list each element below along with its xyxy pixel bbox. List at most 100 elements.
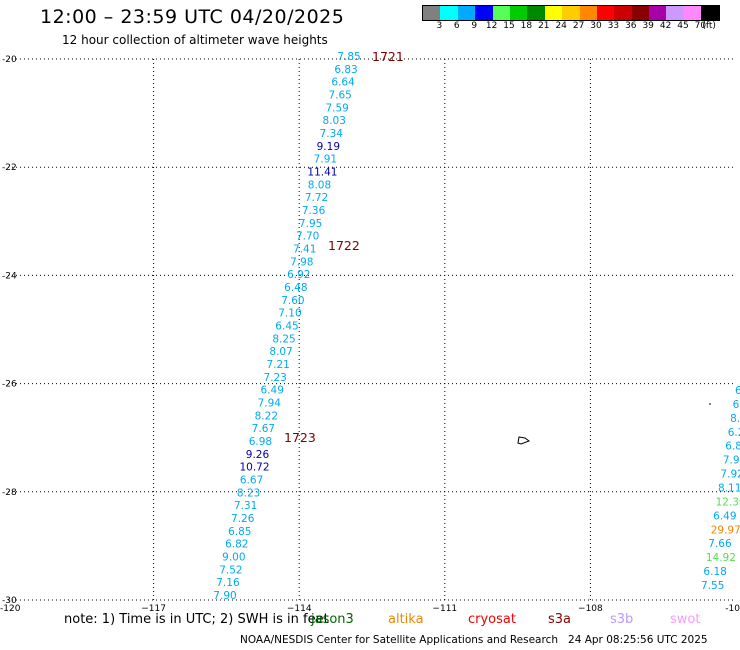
wave-height-value: 14.92 bbox=[706, 552, 736, 564]
wave-height-value: 6.49 bbox=[261, 385, 284, 397]
wave-height-value: 7.66 bbox=[708, 538, 732, 550]
wave-height-value: 9.00 bbox=[222, 552, 245, 564]
wave-height-value: 7.41 bbox=[293, 244, 316, 256]
credit-line: NOAA/NESDIS Center for Satellite Applica… bbox=[240, 634, 708, 646]
legend-swatch bbox=[579, 6, 597, 20]
legend-swatch bbox=[614, 6, 632, 20]
wave-height-value: 7.95 bbox=[299, 218, 322, 230]
wave-height-value: 7.34 bbox=[320, 128, 344, 140]
wave-height-value: 7.72 bbox=[305, 192, 328, 204]
wave-height-value: 7.23 bbox=[263, 372, 286, 384]
mission-altika: altika bbox=[388, 612, 424, 627]
lat-tick-label: -24 bbox=[2, 271, 17, 281]
legend-label: 70 bbox=[694, 21, 707, 31]
lon-tick-label: −108 bbox=[578, 604, 603, 614]
legend-label: 21 bbox=[538, 21, 550, 31]
wave-height-value: 6.2 bbox=[728, 427, 740, 439]
wave-height-value: 8.11 bbox=[718, 483, 740, 495]
wave-height-value: 6. bbox=[733, 399, 740, 411]
map-title: 12:00 – 23:59 UTC 04/20/2025 bbox=[40, 6, 345, 28]
lon-tick-label: −117 bbox=[141, 604, 166, 614]
wave-height-value: 7.59 bbox=[325, 102, 348, 114]
mission-cryosat: cryosat bbox=[468, 612, 516, 627]
wave-height-value: 6.49 bbox=[713, 510, 736, 522]
wave-height-value: 7.52 bbox=[219, 564, 242, 576]
mission-jason3: jason3 bbox=[311, 612, 354, 627]
legend-label: (ft) bbox=[702, 21, 716, 31]
wave-height-value: 8.23 bbox=[237, 487, 260, 499]
wave-height-value: 7.16 bbox=[216, 577, 240, 589]
wave-height-value: 6.67 bbox=[240, 475, 263, 487]
legend-swatch bbox=[666, 6, 684, 20]
wave-height-value: 8.03 bbox=[323, 115, 346, 127]
wave-height-value: 7.55 bbox=[701, 580, 724, 592]
wave-height-value: 12.30 bbox=[716, 496, 740, 508]
track-time-label: 1721 bbox=[372, 49, 404, 64]
legend-swatch bbox=[492, 6, 510, 20]
wave-height-value: 29.97 bbox=[711, 524, 740, 536]
generation-timestamp: 24 Apr 08:25:56 UTC 2025 bbox=[568, 634, 708, 646]
wave-height-value: 6.8 bbox=[725, 441, 740, 453]
legend-label: 15 bbox=[503, 21, 515, 31]
wave-height-value: 6.18 bbox=[703, 566, 726, 578]
legend-swatch bbox=[596, 6, 615, 20]
wave-height-value: 7.70 bbox=[296, 231, 319, 243]
wave-height-value: 8.25 bbox=[272, 333, 295, 345]
footer-note: note: 1) Time is in UTC; 2) SWH is in fe… bbox=[64, 612, 329, 627]
lat-tick-label: -28 bbox=[2, 488, 17, 498]
wave-height-value: 7.85 bbox=[337, 51, 360, 63]
wave-height-value: 7.31 bbox=[234, 500, 257, 512]
wave-height-value: 10.72 bbox=[239, 462, 269, 474]
wave-height-value: 7.10 bbox=[278, 308, 301, 320]
wave-height-value: 7.90 bbox=[213, 590, 236, 602]
wave-height-value: 7.60 bbox=[281, 295, 304, 307]
legend-label: 24 bbox=[555, 21, 567, 31]
wave-height-value: 7.90 bbox=[723, 455, 740, 467]
wave-height-value: 8.08 bbox=[308, 179, 331, 191]
coastline bbox=[517, 403, 711, 445]
legend-swatch bbox=[701, 6, 719, 20]
wave-height-value: 6.64 bbox=[331, 77, 355, 89]
map-subtitle: 12 hour collection of altimeter wave hei… bbox=[62, 33, 328, 47]
lon-tick-label: -120 bbox=[0, 604, 21, 614]
mission-s3b: s3b bbox=[610, 612, 634, 627]
island-outline bbox=[517, 436, 531, 445]
lon-tick-label: −114 bbox=[287, 604, 312, 614]
legend-label: 33 bbox=[607, 21, 620, 31]
legend-swatch bbox=[423, 6, 441, 20]
lat-tick-label: -26 bbox=[2, 380, 17, 390]
legend-swatch bbox=[527, 6, 545, 20]
track-time-labels: 1721 1722 1723 bbox=[284, 49, 404, 445]
legend-label: 30 bbox=[590, 21, 602, 31]
legend-swatch bbox=[509, 6, 528, 20]
wave-height-value: 8.22 bbox=[255, 410, 278, 422]
wave-height-value: 6.82 bbox=[225, 539, 248, 551]
legend-swatch bbox=[562, 6, 580, 20]
lon-tick-label: -10 bbox=[725, 604, 740, 614]
wave-height-value: 9.19 bbox=[317, 141, 340, 153]
legend-swatch bbox=[440, 6, 458, 20]
wave-height-value: 7.94 bbox=[258, 398, 282, 410]
wave-height-value: 7.98 bbox=[290, 256, 313, 268]
legend-label: 3 bbox=[436, 21, 443, 31]
wave-height-value: 7.65 bbox=[328, 90, 351, 102]
legend-swatch bbox=[457, 6, 476, 20]
wave-height-value: 8.07 bbox=[269, 346, 292, 358]
wave-height-value: 7.26 bbox=[231, 513, 255, 525]
wave-height-value: 6.45 bbox=[275, 321, 298, 333]
credit-text: NOAA/NESDIS Center for Satellite Applica… bbox=[240, 634, 558, 646]
wave-height-value: 7.67 bbox=[252, 423, 275, 435]
wave-height-value: 6.85 bbox=[228, 526, 251, 538]
legend-label: 18 bbox=[520, 21, 533, 31]
mission-swot: swot bbox=[670, 612, 701, 627]
legend-label: 39 bbox=[642, 21, 654, 31]
axis-ticks: -120 −117 −114 −111 −108 -10 -20 -22 -24 -26 -28 -3… bbox=[0, 55, 740, 614]
wave-height-value: 11.41 bbox=[307, 167, 337, 179]
wave-height-track-main: 7.856.836.647.657.598.037.349.197.9111.4… bbox=[213, 51, 360, 602]
legend-swatch bbox=[649, 6, 667, 20]
lat-tick-label: -30 bbox=[2, 596, 17, 606]
map-grid bbox=[8, 58, 736, 601]
legend-label: 12 bbox=[485, 21, 498, 31]
legend-swatch bbox=[475, 6, 493, 20]
